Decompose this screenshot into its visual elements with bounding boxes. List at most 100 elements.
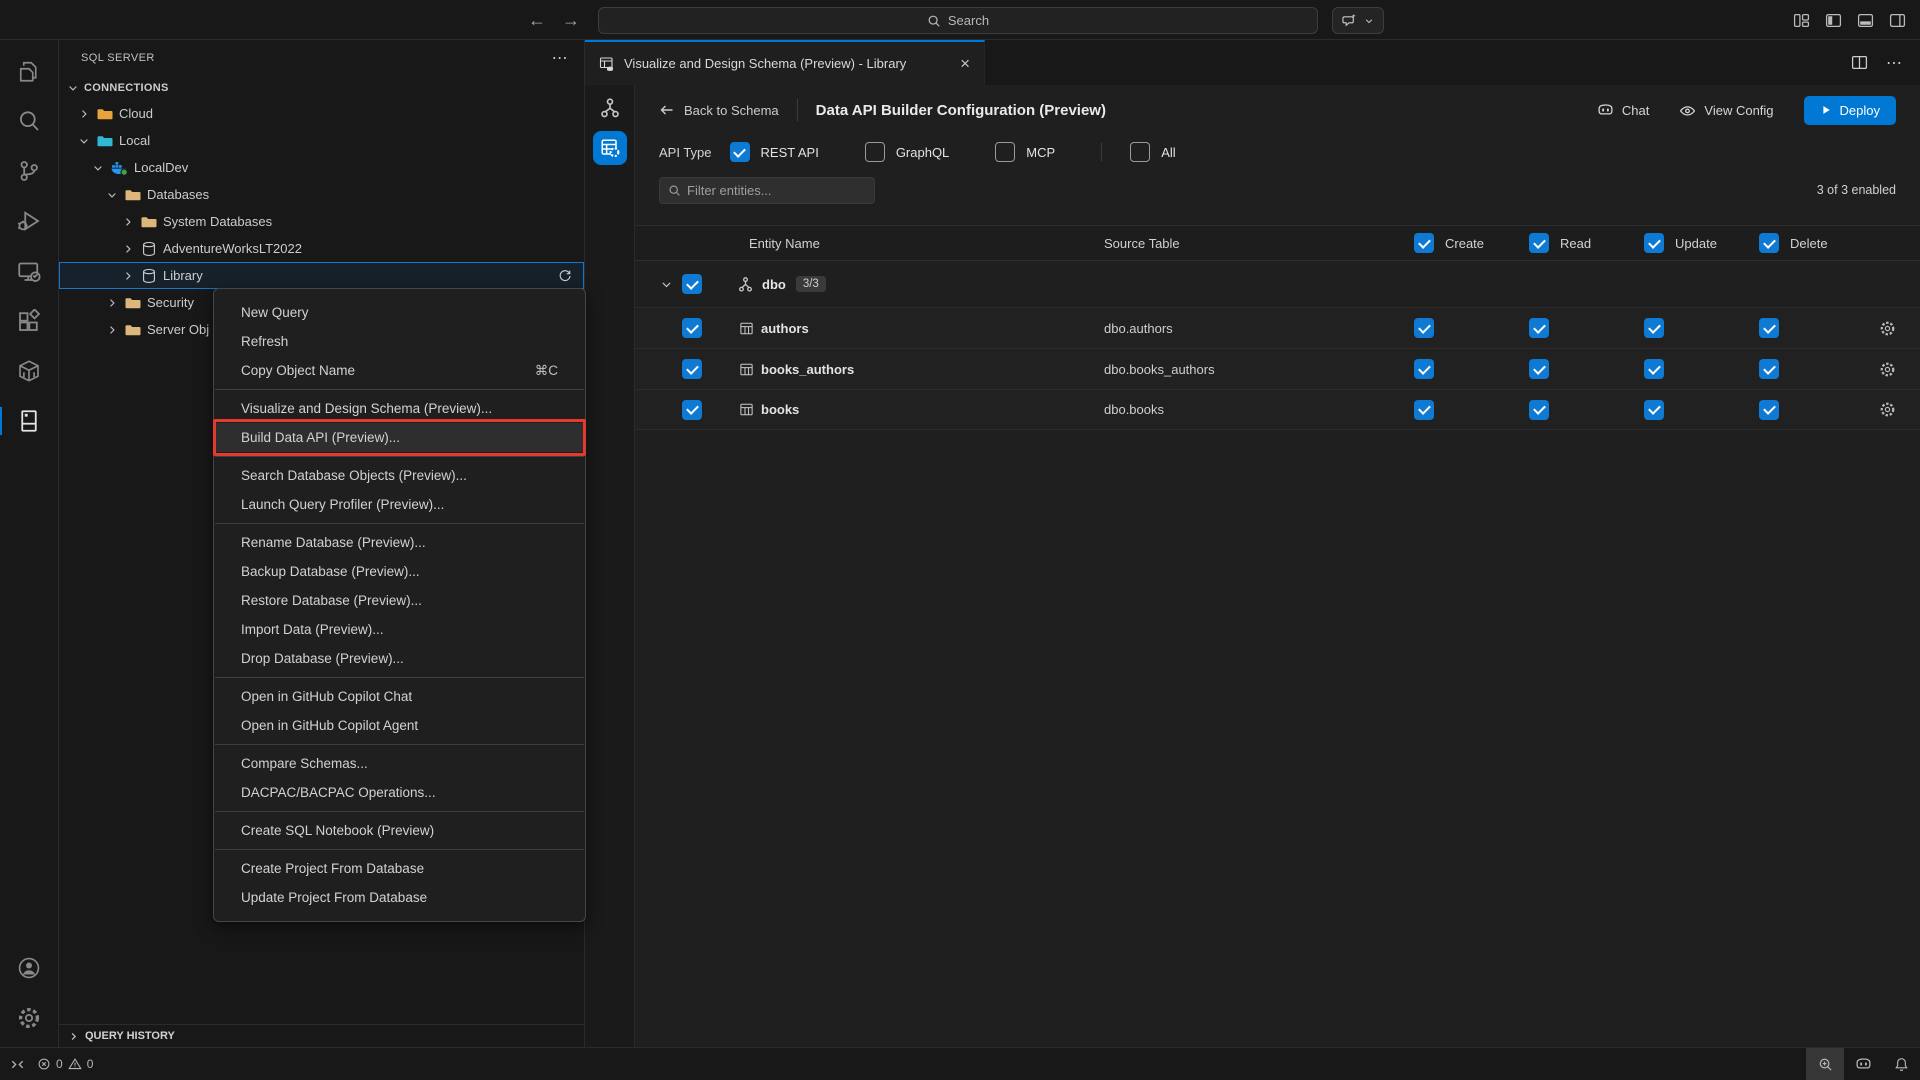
tab-close-icon[interactable]: ×	[960, 54, 970, 73]
customize-layout-icon[interactable]	[1793, 12, 1810, 29]
toggle-panel-icon[interactable]	[1857, 12, 1874, 29]
sql-server-icon[interactable]	[0, 396, 58, 446]
search-sidebar-icon[interactable]	[0, 96, 58, 146]
menu-item-search-database-objects[interactable]: Search Database Objects (Preview)...	[241, 468, 467, 483]
extensions-icon[interactable]	[0, 296, 58, 346]
settings-gear-icon[interactable]	[0, 993, 58, 1043]
menu-item-update-project-from-database[interactable]: Update Project From Database	[241, 890, 428, 905]
checkbox-read[interactable]	[1529, 318, 1549, 338]
checkbox-delete[interactable]	[1759, 318, 1779, 338]
entity-row-books-authors[interactable]: books_authors dbo.books_authors	[635, 348, 1920, 389]
checkbox-entity-books[interactable]	[682, 399, 702, 420]
remote-explorer-icon[interactable]	[0, 246, 58, 296]
checkbox-read[interactable]	[1529, 399, 1549, 420]
checkbox-delete[interactable]	[1759, 399, 1779, 420]
checkbox-delete-all[interactable]	[1759, 233, 1779, 253]
nav-back-icon[interactable]: ←	[528, 9, 546, 30]
tree-item-library[interactable]: Library	[59, 262, 584, 289]
copilot-chat-button[interactable]	[1332, 7, 1384, 34]
api-type-all[interactable]: All	[1130, 142, 1176, 162]
copilot-status-icon[interactable]	[1844, 1048, 1882, 1080]
problems-indicator[interactable]: 0 0	[37, 1057, 93, 1071]
menu-item-drop-database[interactable]: Drop Database (Preview)...	[241, 651, 404, 666]
entity-settings-gear-icon[interactable]	[1874, 361, 1920, 378]
checkbox-update[interactable]	[1644, 318, 1664, 338]
toggle-primary-sidebar-icon[interactable]	[1825, 12, 1842, 29]
checkbox-entity-books-authors[interactable]	[682, 359, 702, 379]
sidebar-more-actions-icon[interactable]: ⋯	[551, 50, 568, 67]
deploy-button[interactable]: Deploy	[1803, 95, 1896, 125]
checkbox-read[interactable]	[1529, 359, 1549, 379]
menu-item-backup-database[interactable]: Backup Database (Preview)...	[241, 564, 420, 579]
api-type-graphql[interactable]: GraphQL	[864, 142, 949, 162]
back-to-schema-link[interactable]: Back to Schema	[659, 102, 779, 118]
menu-item-create-sql-notebook[interactable]: Create SQL Notebook (Preview)	[241, 823, 435, 838]
notifications-bell-icon[interactable]	[1882, 1048, 1920, 1080]
menu-item-visualize-design-schema[interactable]: Visualize and Design Schema (Preview)...	[241, 401, 493, 416]
menu-item-create-project-from-database[interactable]: Create Project From Database	[241, 861, 425, 876]
tree-item-localdev[interactable]: LocalDev	[59, 154, 584, 181]
checkbox-rest-api[interactable]	[729, 142, 750, 162]
menu-item-open-copilot-agent[interactable]: Open in GitHub Copilot Agent	[241, 718, 419, 733]
account-icon[interactable]	[0, 943, 58, 993]
menu-item-launch-query-profiler[interactable]: Launch Query Profiler (Preview)...	[241, 497, 445, 512]
data-api-builder-view-icon[interactable]	[592, 131, 627, 165]
checkbox-update[interactable]	[1644, 399, 1664, 420]
explorer-icon[interactable]	[0, 46, 58, 96]
view-config-button[interactable]: View Config	[1679, 102, 1774, 119]
checkbox-create-all[interactable]	[1414, 233, 1434, 253]
menu-item-copy-object-name[interactable]: Copy Object Name ⌘C	[241, 362, 558, 379]
containers-icon[interactable]	[0, 346, 58, 396]
menu-item-restore-database[interactable]: Restore Database (Preview)...	[241, 593, 422, 608]
tree-item-local[interactable]: Local	[59, 127, 584, 154]
checkbox-update-all[interactable]	[1644, 233, 1664, 253]
checkbox-create[interactable]	[1414, 318, 1434, 338]
api-type-rest[interactable]: REST API	[729, 142, 819, 162]
tree-item-security[interactable]: Security	[59, 289, 584, 316]
tree-item-cloud[interactable]: Cloud	[59, 100, 584, 127]
menu-item-dacpac-bacpac[interactable]: DACPAC/BACPAC Operations...	[241, 785, 436, 800]
menu-item-open-copilot-chat[interactable]: Open in GitHub Copilot Chat	[241, 689, 413, 704]
chat-button[interactable]: Chat	[1597, 102, 1649, 119]
entity-settings-gear-icon[interactable]	[1874, 320, 1920, 337]
menu-item-refresh[interactable]: Refresh	[241, 334, 289, 349]
tree-item-system-databases[interactable]: System Databases	[59, 208, 584, 235]
checkbox-entity-authors[interactable]	[682, 318, 702, 338]
refresh-connection-icon[interactable]	[558, 269, 572, 283]
source-control-icon[interactable]	[0, 146, 58, 196]
menu-item-compare-schemas[interactable]: Compare Schemas...	[241, 756, 368, 771]
api-type-mcp[interactable]: MCP	[995, 142, 1055, 162]
menu-item-new-query[interactable]: New Query	[241, 305, 309, 320]
split-editor-icon[interactable]	[1851, 54, 1868, 71]
checkbox-read-all[interactable]	[1529, 233, 1549, 253]
tab-visualize-design-schema[interactable]: Visualize and Design Schema (Preview) - …	[585, 40, 985, 85]
zoom-indicator-icon[interactable]	[1806, 1048, 1844, 1080]
checkbox-delete[interactable]	[1759, 359, 1779, 379]
run-debug-icon[interactable]	[0, 196, 58, 246]
command-center-search[interactable]: Search	[598, 7, 1318, 34]
menu-item-import-data[interactable]: Import Data (Preview)...	[241, 622, 384, 637]
tree-item-server-objects[interactable]: Server Obj	[59, 316, 584, 343]
checkbox-group-dbo[interactable]	[682, 274, 702, 294]
nav-forward-icon[interactable]: →	[562, 9, 580, 30]
checkbox-mcp[interactable]	[995, 142, 1016, 162]
entity-row-books[interactable]: books dbo.books	[635, 389, 1920, 430]
checkbox-create[interactable]	[1414, 359, 1434, 379]
editor-more-actions-icon[interactable]: ⋯	[1886, 54, 1902, 72]
chevron-down-icon[interactable]	[651, 278, 681, 291]
filter-entities-field[interactable]	[687, 182, 857, 198]
schema-diagram-view-icon[interactable]	[599, 97, 621, 119]
checkbox-all[interactable]	[1130, 142, 1151, 162]
toggle-secondary-sidebar-icon[interactable]	[1889, 12, 1906, 29]
remote-indicator-icon[interactable]	[10, 1057, 25, 1072]
schema-group-row-dbo[interactable]: dbo 3/3	[635, 261, 1920, 307]
connections-section-header[interactable]: CONNECTIONS	[59, 76, 584, 100]
entity-settings-gear-icon[interactable]	[1874, 401, 1920, 418]
entity-row-authors[interactable]: authors dbo.authors	[635, 307, 1920, 348]
checkbox-graphql[interactable]	[864, 142, 885, 162]
tree-item-adventureworks[interactable]: AdventureWorksLT2022	[59, 235, 584, 262]
menu-item-rename-database[interactable]: Rename Database (Preview)...	[241, 535, 426, 550]
tree-item-databases[interactable]: Databases	[59, 181, 584, 208]
checkbox-update[interactable]	[1644, 359, 1664, 379]
query-history-section-header[interactable]: QUERY HISTORY	[59, 1024, 584, 1047]
